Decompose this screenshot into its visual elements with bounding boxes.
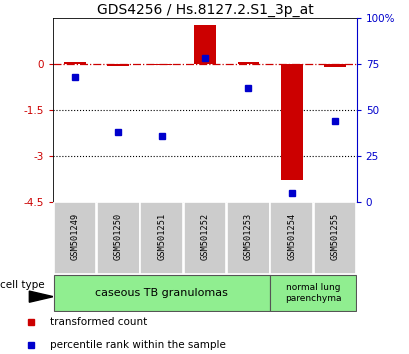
Bar [151, 64, 172, 65]
Title: GDS4256 / Hs.8127.2.S1_3p_at: GDS4256 / Hs.8127.2.S1_3p_at [97, 3, 312, 17]
Bar [194, 25, 215, 64]
Text: GSM501254: GSM501254 [286, 213, 295, 260]
Text: percentile rank within the sample: percentile rank within the sample [50, 339, 226, 350]
Bar [313, 202, 355, 274]
Text: GSM501251: GSM501251 [157, 213, 166, 260]
Text: GSM501252: GSM501252 [200, 213, 209, 260]
Bar [227, 202, 269, 274]
Bar [97, 202, 139, 274]
Bar [54, 202, 96, 274]
Text: normal lung
parenchyma: normal lung parenchyma [284, 283, 341, 303]
Bar [270, 202, 312, 274]
Text: cell type: cell type [0, 280, 45, 290]
Bar [237, 62, 258, 64]
Bar [183, 202, 226, 274]
Bar [64, 62, 85, 64]
Bar [280, 64, 302, 180]
Bar [107, 64, 129, 66]
Text: transformed count: transformed count [50, 317, 147, 327]
Text: GSM501255: GSM501255 [330, 213, 339, 260]
Text: GSM501249: GSM501249 [70, 213, 79, 260]
Polygon shape [29, 291, 53, 302]
Bar [140, 202, 182, 274]
Text: caseous TB granulomas: caseous TB granulomas [95, 288, 227, 298]
Bar [324, 64, 345, 67]
Text: GSM501250: GSM501250 [114, 213, 123, 260]
Text: GSM501253: GSM501253 [243, 213, 252, 260]
Bar [270, 275, 355, 311]
Bar [54, 275, 269, 311]
